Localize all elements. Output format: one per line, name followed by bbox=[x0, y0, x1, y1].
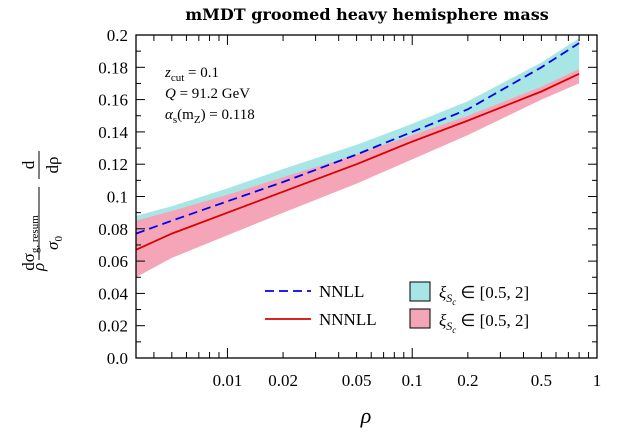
legend-label-band-nnnll: ξSc ∈ [0.5, 2] bbox=[439, 311, 529, 335]
y-axis-label: ρ dσg, resum σ0 d dρ bbox=[19, 151, 65, 272]
legend-swatch-band-nnnll bbox=[409, 308, 431, 329]
x-tick-label: 0.05 bbox=[342, 371, 372, 390]
y-tick-label: 0.1 bbox=[107, 188, 128, 207]
ticks-layer bbox=[136, 34, 598, 359]
y-tick-label: 0.16 bbox=[98, 91, 128, 110]
series-line-nnnll bbox=[135, 72, 580, 251]
chart-title: mMDT groomed heavy hemisphere mass bbox=[185, 5, 548, 24]
y-tick-label: 0.18 bbox=[98, 58, 128, 77]
svg-text:ρ: ρ bbox=[29, 263, 48, 272]
x-tick-label: 0.02 bbox=[268, 371, 298, 390]
y-tick-label: 0.04 bbox=[98, 284, 128, 303]
annotation-zcut: zcut = 0.1 bbox=[164, 65, 219, 84]
y-tick-label: 0.06 bbox=[98, 252, 128, 271]
legend-label-nnll: NNLL bbox=[319, 282, 364, 301]
lines-layer bbox=[135, 42, 580, 251]
legend-label-band-nnll: ξSc ∈ [0.5, 2] bbox=[439, 283, 529, 307]
y-tick-label: 0.2 bbox=[107, 26, 128, 45]
tick-labels-layer: 0.0 0.02 0.04 0.06 0.08 0.1 0.12 0.14 0.16 0.18 0.… bbox=[98, 26, 601, 390]
svg-text:dσg, resum: dσg, resum bbox=[19, 215, 41, 271]
legend-swatch-band-nnll bbox=[409, 281, 431, 302]
legend-label-nnnll: NNNLL bbox=[319, 310, 377, 329]
y-tick-label: 0.14 bbox=[98, 123, 128, 142]
y-tick-label: 0.0 bbox=[107, 349, 128, 368]
y-tick-label: 0.12 bbox=[98, 155, 128, 174]
x-tick-label: 0.01 bbox=[213, 371, 243, 390]
svg-text:σ0: σ0 bbox=[43, 236, 65, 250]
series-line-nnll bbox=[135, 42, 580, 235]
annotation-q: Q = 91.2 GeV bbox=[165, 86, 250, 102]
x-tick-label: 1 bbox=[593, 371, 602, 390]
svg-text:d: d bbox=[19, 160, 38, 169]
y-tick-label: 0.08 bbox=[98, 220, 128, 239]
x-tick-label: 0.5 bbox=[531, 371, 552, 390]
legend: NNLL NNNLL ξSc ∈ [0.5, 2] ξSc ∈ [0.5, 2] bbox=[265, 281, 529, 335]
x-axis-label: ρ bbox=[360, 403, 372, 428]
x-tick-label: 0.1 bbox=[402, 371, 423, 390]
annotations: zcut = 0.1 Q = 91.2 GeV αs(mZ) = 0.118 bbox=[164, 65, 255, 126]
x-tick-label: 0.2 bbox=[457, 371, 478, 390]
annotation-alphas: αs(mZ) = 0.118 bbox=[165, 107, 255, 126]
y-tick-label: 0.02 bbox=[98, 317, 128, 336]
svg-text:dρ: dρ bbox=[43, 157, 62, 174]
